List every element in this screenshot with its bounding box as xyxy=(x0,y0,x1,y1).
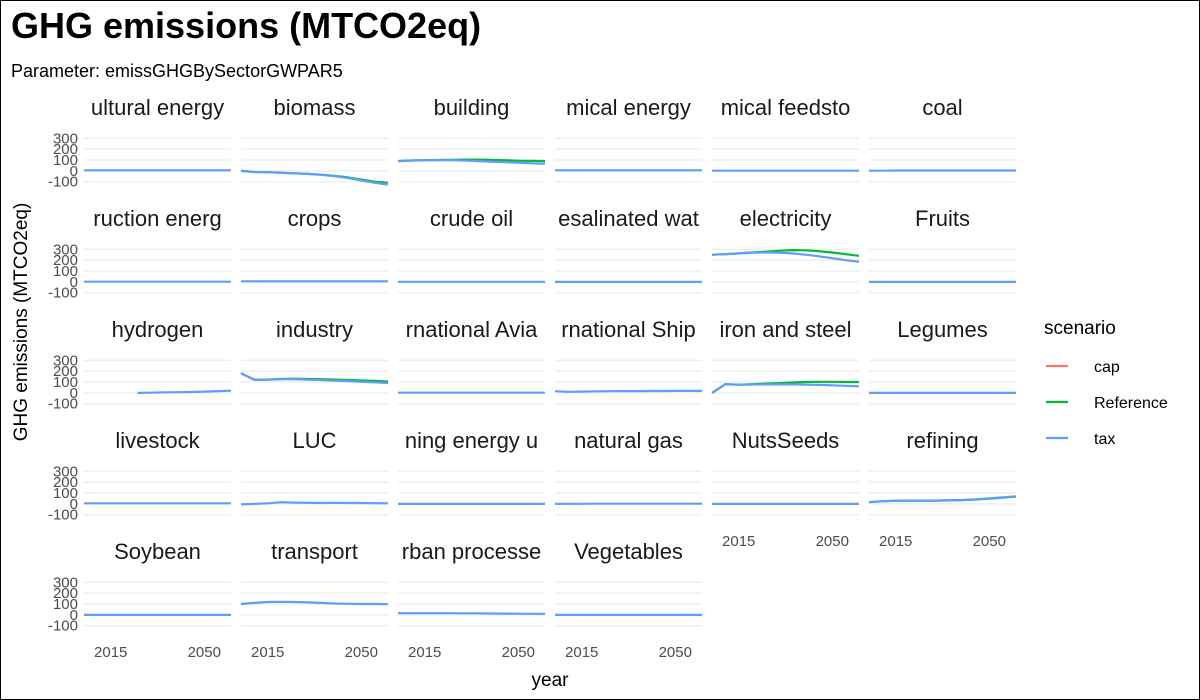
panel-strip-label: ultural energy xyxy=(91,95,224,120)
panel-strip-label: hydrogen xyxy=(112,317,204,342)
y-tick-label: -100 xyxy=(48,174,78,191)
legend-label: tax xyxy=(1094,431,1115,448)
panel-strip-label: mical energy xyxy=(566,95,691,120)
x-tick-label: 2050 xyxy=(973,533,1006,550)
series-line-tax xyxy=(554,389,702,393)
legend-title: scenario xyxy=(1044,318,1116,339)
y-tick-label: 200 xyxy=(53,363,78,380)
x-tick-label: 2015 xyxy=(722,533,755,550)
series-line-tax xyxy=(240,501,389,506)
panel-strip-label: coal xyxy=(922,95,962,120)
x-tick-label: 2015 xyxy=(94,644,127,661)
panel-strip-label: esalinated wat xyxy=(558,206,699,231)
panel-strip-label: Vegetables xyxy=(574,539,683,564)
series-line-tax xyxy=(711,383,860,394)
y-tick-label: 0 xyxy=(70,385,78,402)
y-tick-label: 200 xyxy=(53,141,78,158)
y-tick-label: 100 xyxy=(53,263,78,280)
x-axis-title: year xyxy=(532,670,570,691)
y-tick-label: 0 xyxy=(70,274,78,291)
panel-strip-label: electricity xyxy=(740,206,832,231)
y-tick-label: 300 xyxy=(53,130,78,147)
legend-label: Reference xyxy=(1094,395,1168,412)
panel-strip-label: mical feedsto xyxy=(721,95,851,120)
panel-strip-label: building xyxy=(434,95,510,120)
panel-strip-label: crude oil xyxy=(430,206,513,231)
panel-strip-label: ning energy u xyxy=(405,428,538,453)
y-tick-label: -100 xyxy=(48,507,78,524)
y-tick-label: -100 xyxy=(48,396,78,413)
panel-strip-label: Fruits xyxy=(915,206,970,231)
y-tick-label: 200 xyxy=(53,474,78,491)
x-tick-label: 2015 xyxy=(565,644,598,661)
series-line-tax xyxy=(240,169,389,186)
y-tick-label: 100 xyxy=(53,152,78,169)
series-line-tax xyxy=(240,600,389,606)
series-line-tax xyxy=(398,612,546,615)
panel-strip-label: rnational Avia xyxy=(406,317,538,342)
series-line-tax xyxy=(137,389,232,394)
chart-title: GHG emissions (MTCO2eq) xyxy=(11,5,482,46)
y-tick-label: 100 xyxy=(53,596,78,613)
y-tick-label: -100 xyxy=(48,618,78,635)
panel-strip-label: refining xyxy=(906,428,978,453)
x-tick-label: 2015 xyxy=(408,644,441,661)
panel-strip-label: biomass xyxy=(274,95,356,120)
y-tick-label: 300 xyxy=(53,352,78,369)
panel-strip-label: LUC xyxy=(292,428,336,453)
panel-strip-label: ruction energ xyxy=(93,206,221,231)
y-tick-label: 100 xyxy=(53,485,78,502)
panel-strip-label: Legumes xyxy=(897,317,988,342)
y-tick-label: 300 xyxy=(53,241,78,258)
legend-label: cap xyxy=(1094,359,1120,376)
y-axis-title: GHG emissions (MTCO2eq) xyxy=(11,203,32,442)
series-line-tax xyxy=(868,495,1017,504)
panel-strip-label: transport xyxy=(271,539,358,564)
y-tick-label: 200 xyxy=(53,252,78,269)
x-tick-label: 2050 xyxy=(188,644,221,661)
y-tick-label: 200 xyxy=(53,585,78,602)
y-tick-label: -100 xyxy=(48,285,78,302)
y-tick-label: 300 xyxy=(53,574,78,591)
panel-strip-label: livestock xyxy=(115,428,200,453)
panel-strip-label: crops xyxy=(288,206,342,231)
x-tick-label: 2015 xyxy=(879,533,912,550)
panel-strip-label: NutsSeeds xyxy=(732,428,840,453)
panel-strip-label: rban processe xyxy=(402,539,541,564)
y-tick-label: 0 xyxy=(70,163,78,180)
y-tick-label: 0 xyxy=(70,607,78,624)
panel-strip-label: industry xyxy=(276,317,353,342)
series-line-tax xyxy=(397,159,546,165)
panel-strip-label: rnational Ship xyxy=(561,317,696,342)
y-tick-label: 0 xyxy=(70,496,78,513)
x-tick-label: 2050 xyxy=(345,644,378,661)
panel-strip-label: iron and steel xyxy=(719,317,851,342)
y-tick-label: 300 xyxy=(53,463,78,480)
panel-strip-label: natural gas xyxy=(574,428,683,453)
x-tick-label: 2015 xyxy=(251,644,284,661)
x-tick-label: 2050 xyxy=(502,644,535,661)
x-tick-label: 2050 xyxy=(816,533,849,550)
x-tick-label: 2050 xyxy=(659,644,692,661)
series-line-tax xyxy=(240,372,389,385)
series-line-tax xyxy=(711,251,860,263)
y-tick-label: 100 xyxy=(53,374,78,391)
chart-subtitle: Parameter: emissGHGBySectorGWPAR5 xyxy=(11,61,343,81)
panel-strip-label: Soybean xyxy=(114,539,201,564)
